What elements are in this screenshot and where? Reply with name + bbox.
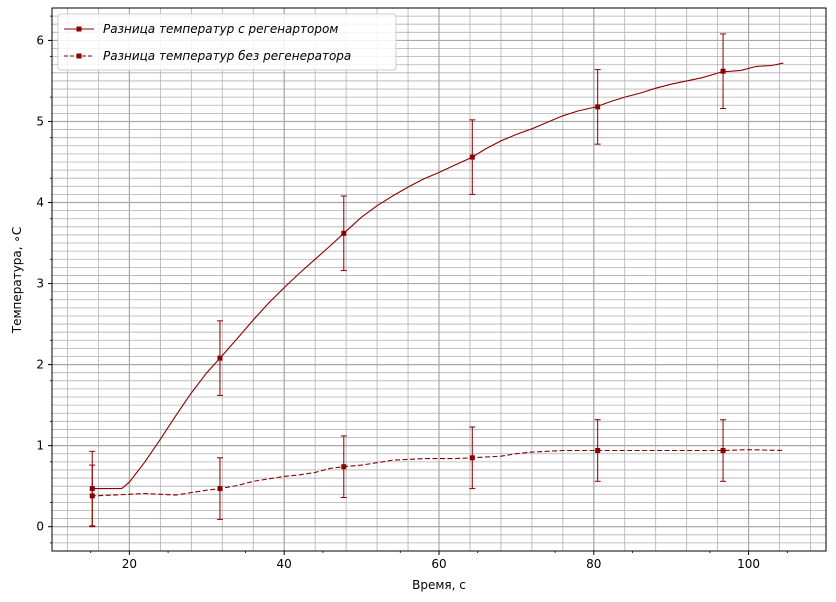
y-tick-label: 1 [36, 439, 44, 453]
x-tick-label: 80 [586, 557, 601, 571]
legend-marker-with-regenerator [76, 26, 82, 32]
legend-marker-without-regenerator [76, 53, 82, 59]
data-point [89, 493, 95, 499]
ticks: 20 40 60 80 100 0 1 2 3 4 5 6 [36, 15, 788, 571]
data-point [720, 448, 726, 454]
y-tick-label: 6 [36, 33, 44, 47]
data-point [720, 68, 726, 74]
data-point [217, 486, 223, 492]
data-point [595, 448, 601, 454]
data-point [217, 355, 223, 361]
legend-label-with-regenerator: Разница температур с регенартором [103, 22, 338, 36]
x-tick-label: 60 [431, 557, 446, 571]
x-tick-label: 20 [122, 557, 137, 571]
y-tick-label: 4 [36, 196, 44, 210]
x-axis-label: Время, с [412, 578, 466, 592]
series-layer [89, 33, 784, 528]
legend-label-without-regenerator: Разница температур без регенератора [103, 49, 351, 63]
data-point [469, 455, 475, 461]
y-tick-label: 0 [36, 520, 44, 534]
legend: Разница температур с регенартором Разниц… [57, 13, 397, 71]
y-axis-label: Температура, ∘C [10, 227, 24, 335]
series-line-0 [90, 62, 784, 490]
legend-box [57, 13, 397, 71]
data-point [341, 464, 347, 470]
series-line-1 [90, 449, 784, 497]
data-point [469, 154, 475, 160]
x-tick-label: 40 [277, 557, 292, 571]
y-tick-label: 2 [36, 358, 44, 372]
data-point [595, 104, 601, 110]
data-point [341, 230, 347, 236]
x-tick-label: 100 [737, 557, 760, 571]
grid [52, 8, 826, 551]
y-tick-label: 5 [36, 114, 44, 128]
y-tick-label: 3 [36, 277, 44, 291]
